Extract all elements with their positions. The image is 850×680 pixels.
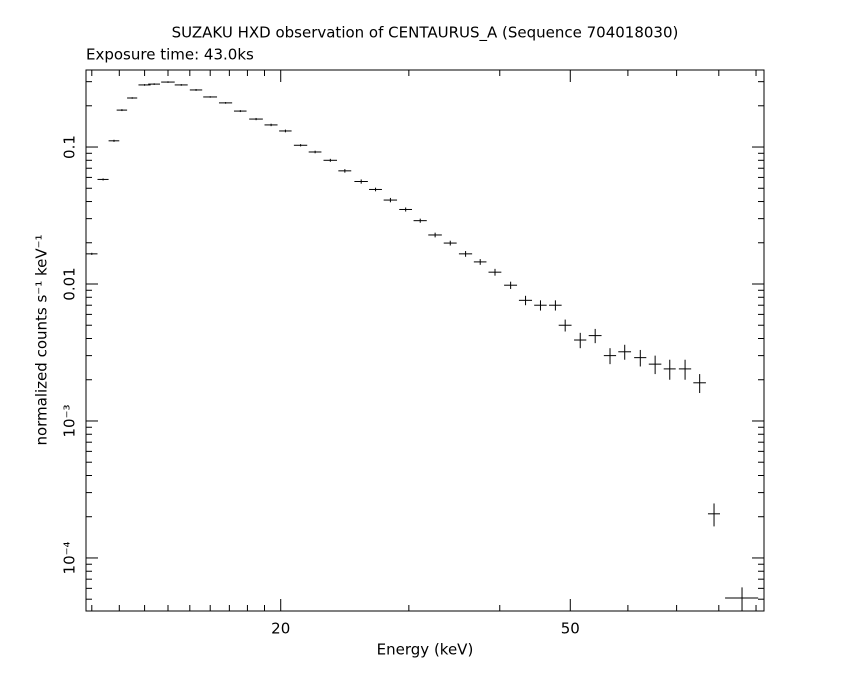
- y-tick-label: 0.1: [61, 135, 79, 159]
- y-tick-label: 10⁻³: [61, 404, 79, 437]
- data-points: [86, 81, 759, 611]
- x-tick-label: 50: [561, 620, 580, 638]
- y-tick-label: 0.01: [61, 267, 79, 300]
- plot-frame: [85, 69, 765, 612]
- x-tick-label: 20: [271, 620, 290, 638]
- y-tick-label: 10⁻⁴: [61, 541, 79, 574]
- y-axis-label: normalized counts s⁻¹ keV⁻¹: [33, 234, 51, 445]
- chart-title: SUZAKU HXD observation of CENTAURUS_A (S…: [172, 24, 679, 43]
- x-axis-label: Energy (keV): [377, 641, 474, 659]
- chart-subtitle: Exposure time: 43.0ks: [86, 46, 254, 64]
